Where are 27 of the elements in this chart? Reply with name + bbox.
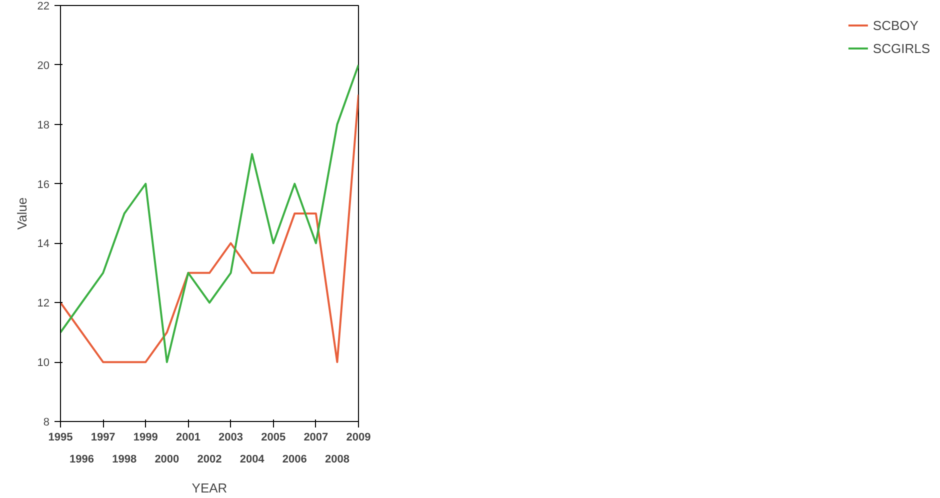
x-tick-label: 2004	[240, 454, 266, 466]
y-tick-label: 8	[43, 416, 50, 428]
y-tick-label: 16	[37, 178, 50, 191]
y-tick-label: 10	[37, 357, 50, 370]
x-tick-label: 1995	[48, 432, 73, 444]
y-tick-label: 22	[37, 0, 50, 12]
x-tick-label: 1999	[133, 432, 158, 444]
x-tick-label: 2009	[346, 432, 371, 444]
y-tick-label: 20	[37, 60, 50, 72]
x-tick-label: 2000	[154, 454, 180, 466]
x-tick-label: 2003	[218, 432, 244, 444]
y-axis-title: Value	[14, 197, 30, 230]
x-axis-title: YEAR	[192, 480, 228, 496]
x-tick-label: 2008	[324, 454, 350, 466]
x-tick-label: 1997	[90, 432, 116, 444]
x-tick-label: 2002	[197, 454, 222, 466]
x-tick-label: 2006	[282, 454, 307, 466]
y-tick-label: 12	[37, 298, 50, 310]
y-tick-label: 18	[37, 119, 50, 132]
x-tick-label: 2001	[176, 432, 200, 444]
y-tick-label: 14	[37, 238, 50, 250]
x-tick-label: 2007	[304, 432, 328, 444]
x-tick-label: 2005	[261, 432, 286, 444]
x-tick-label: 1996	[70, 454, 94, 466]
x-tick-label: 1998	[112, 454, 137, 466]
legend-label: SCGIRLS	[872, 40, 930, 56]
legend-label: SCBOY	[872, 18, 918, 32]
